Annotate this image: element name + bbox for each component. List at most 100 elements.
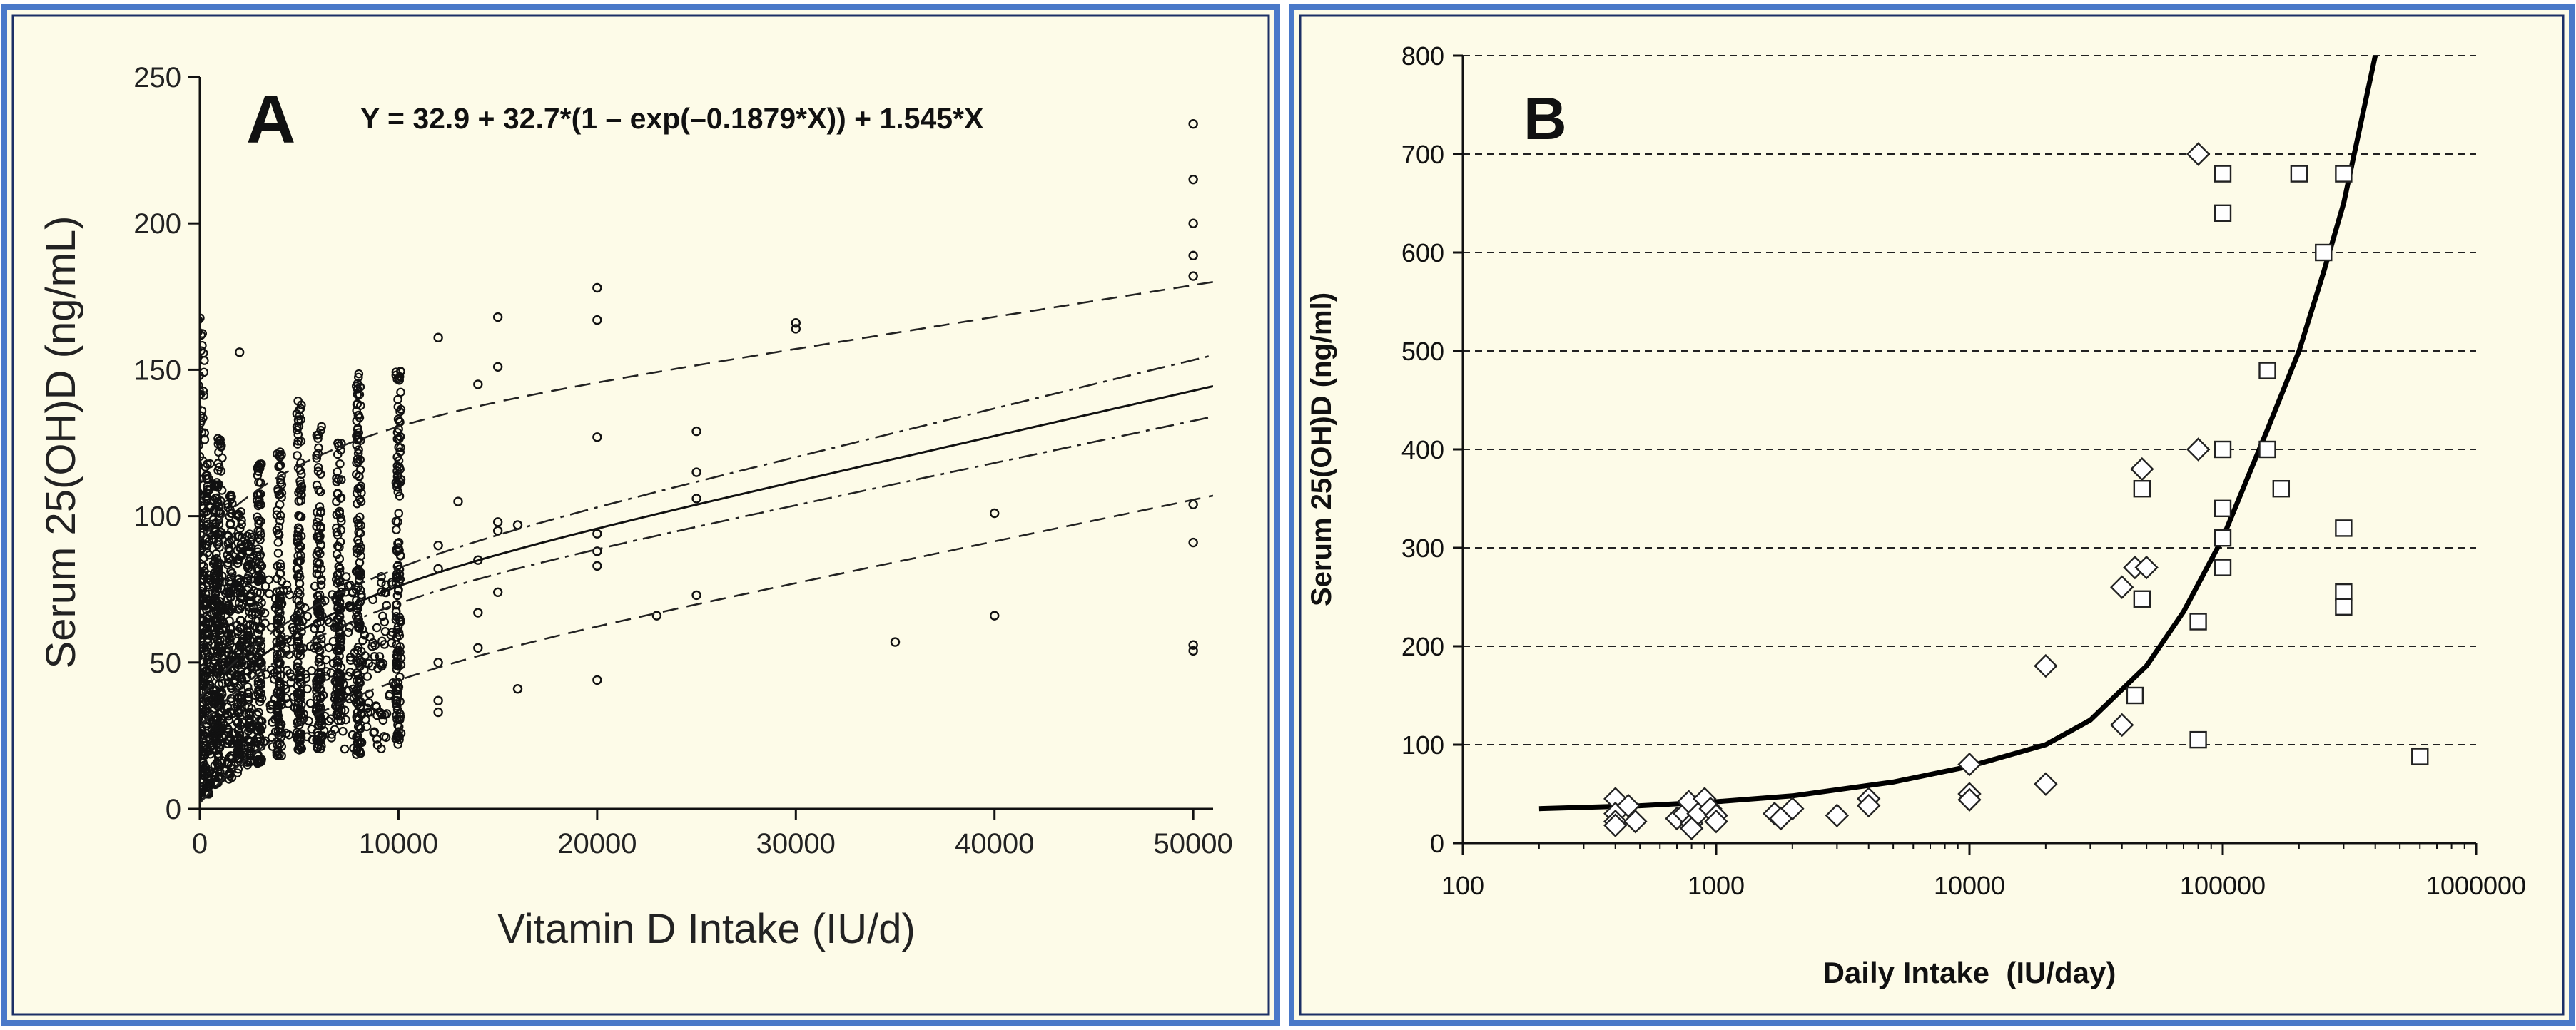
a-point bbox=[253, 571, 263, 581]
a-point bbox=[393, 414, 403, 424]
a-point bbox=[365, 632, 375, 642]
a-xtick-label: 0 bbox=[192, 828, 208, 860]
a-point bbox=[215, 636, 225, 646]
a-point bbox=[332, 496, 341, 506]
a-point bbox=[295, 608, 305, 618]
a-point bbox=[316, 581, 326, 590]
panel-b: B 0 100 200 300 400 500 600 700 800 100 1000 10000… bbox=[1289, 4, 2575, 1026]
a-point bbox=[354, 539, 364, 548]
a-point bbox=[592, 282, 602, 293]
a-point bbox=[208, 519, 218, 529]
a-point bbox=[270, 693, 280, 703]
a-point bbox=[272, 526, 282, 535]
a-point bbox=[370, 651, 380, 661]
panel-a-y-axis-title: Serum 25(OH)D (ng/mL) bbox=[38, 216, 84, 669]
a-point bbox=[200, 678, 207, 688]
a-point bbox=[215, 688, 224, 698]
b-ytick-label: 400 bbox=[1401, 435, 1444, 464]
b-series-squares bbox=[2126, 165, 2429, 765]
a-point bbox=[321, 655, 331, 665]
a-point bbox=[203, 747, 213, 756]
a-point bbox=[248, 602, 258, 611]
a-point bbox=[341, 572, 351, 581]
a-point bbox=[335, 635, 344, 645]
a-point bbox=[229, 728, 238, 738]
a-point bbox=[213, 434, 223, 443]
a-point bbox=[314, 485, 323, 495]
a-point bbox=[292, 595, 302, 605]
a-point bbox=[200, 416, 206, 426]
a-point bbox=[201, 671, 211, 680]
a-point bbox=[200, 452, 205, 462]
a-point bbox=[270, 714, 280, 724]
a-band-lower-confidence bbox=[200, 415, 1213, 728]
a-point bbox=[354, 445, 363, 454]
a-point bbox=[393, 731, 402, 740]
b-diamond-point bbox=[1957, 787, 1982, 812]
a-point bbox=[300, 670, 310, 679]
a-point bbox=[213, 537, 223, 547]
a-point bbox=[392, 710, 401, 720]
panel-a-inner-border bbox=[11, 14, 1270, 1016]
a-point bbox=[328, 658, 338, 668]
a-point bbox=[336, 513, 345, 523]
a-point bbox=[691, 590, 701, 601]
a-point bbox=[260, 618, 270, 628]
a-point bbox=[303, 611, 313, 621]
a-point bbox=[333, 449, 343, 459]
a-point bbox=[273, 549, 283, 558]
b-diamond-point bbox=[1623, 809, 1648, 834]
a-point bbox=[492, 362, 503, 372]
a-point bbox=[217, 486, 227, 495]
a-point bbox=[215, 439, 225, 449]
a-point bbox=[213, 619, 223, 628]
b-diamond-point bbox=[1780, 797, 1805, 821]
a-point bbox=[296, 479, 305, 489]
a-point bbox=[207, 608, 216, 618]
a-point bbox=[200, 327, 203, 336]
b-ytick-label: 100 bbox=[1401, 730, 1444, 760]
a-point bbox=[231, 579, 240, 589]
a-point bbox=[301, 673, 311, 683]
a-point bbox=[330, 623, 340, 632]
a-point bbox=[303, 684, 312, 694]
a-point bbox=[201, 597, 211, 607]
a-point bbox=[226, 494, 236, 504]
a-point bbox=[340, 705, 350, 715]
a-point bbox=[312, 692, 322, 701]
panel-a-equation: Y = 32.9 + 32.7*(1 – exp(–0.1879*X)) + 1… bbox=[360, 102, 983, 135]
a-point bbox=[382, 601, 392, 611]
a-point bbox=[243, 541, 253, 551]
a-point bbox=[237, 519, 246, 529]
a-point bbox=[378, 611, 387, 621]
a-point bbox=[355, 494, 365, 504]
a-point bbox=[353, 425, 362, 434]
a-point bbox=[200, 340, 207, 350]
a-point bbox=[316, 524, 325, 534]
a-point bbox=[200, 329, 208, 338]
a-point bbox=[352, 416, 362, 426]
a-point bbox=[204, 486, 213, 495]
a-point bbox=[317, 422, 326, 432]
a-point bbox=[266, 704, 275, 714]
b-xtick-label: 1000 bbox=[1688, 871, 1745, 900]
a-point bbox=[492, 526, 503, 536]
panel-b-y-axis-title: Serum 25(OH)D (ng/ml) bbox=[1306, 292, 1337, 606]
a-point bbox=[335, 651, 344, 661]
a-point bbox=[215, 508, 225, 518]
a-point bbox=[275, 750, 284, 760]
a-point bbox=[293, 451, 302, 460]
a-point bbox=[362, 703, 372, 713]
a-point bbox=[791, 324, 801, 334]
a-point bbox=[242, 750, 252, 759]
b-square-point bbox=[2258, 362, 2276, 379]
a-point bbox=[385, 691, 394, 701]
a-point bbox=[275, 559, 285, 568]
a-point bbox=[297, 400, 306, 410]
a-point bbox=[334, 707, 343, 716]
a-point bbox=[333, 702, 343, 711]
a-point bbox=[209, 535, 218, 545]
b-square-point bbox=[2335, 583, 2353, 601]
a-point bbox=[312, 430, 322, 440]
a-point bbox=[353, 372, 363, 382]
